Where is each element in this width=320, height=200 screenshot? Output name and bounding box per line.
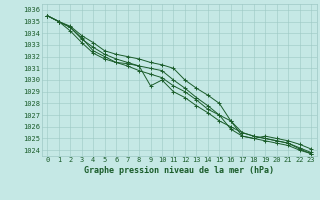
X-axis label: Graphe pression niveau de la mer (hPa): Graphe pression niveau de la mer (hPa) <box>84 166 274 175</box>
